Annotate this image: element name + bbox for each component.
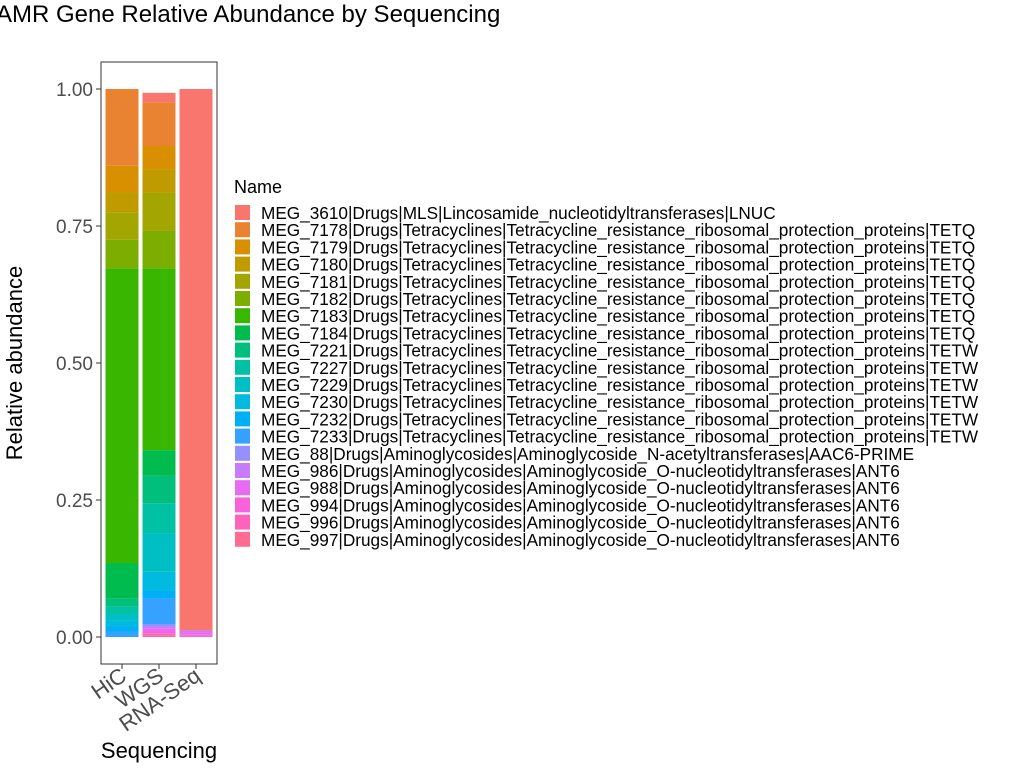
bar-segment: [142, 169, 176, 193]
legend: Name MEG_3610|Drugs|MLS|Lincosamide_nucl…: [234, 177, 979, 550]
legend-swatch: [235, 377, 250, 392]
chart-title: AMR Gene Relative Abundance by Sequencin…: [0, 1, 500, 28]
legend-swatch: [235, 514, 250, 530]
legend-label: MEG_7179|Drugs|Tetracyclines|Tetracyclin…: [261, 237, 975, 257]
bars-layer: [105, 89, 213, 637]
legend-label: MEG_7229|Drugs|Tetracyclines|Tetracyclin…: [261, 375, 979, 395]
legend-label: MEG_7232|Drugs|Tetracyclines|Tetracyclin…: [261, 409, 979, 429]
y-axis: 0.00 0.25 0.50 0.75 1.00: [56, 80, 101, 649]
bar-segment: [142, 230, 176, 269]
bar-segment: [142, 192, 176, 231]
y-axis-title: Relative abundance: [2, 266, 27, 460]
legend-swatch: [235, 411, 250, 427]
legend-swatch: [235, 428, 250, 444]
bar-segment: [105, 613, 139, 621]
legend-swatch: [235, 531, 250, 547]
bar-segment: [105, 89, 139, 166]
legend-label: MEG_996|Drugs|Aminoglycosides|Aminoglyco…: [261, 513, 900, 533]
legend-swatch: [235, 291, 250, 306]
legend-swatch: [235, 359, 250, 375]
bar-segment: [105, 626, 139, 632]
bar-segment: [105, 268, 139, 564]
legend-swatch: [235, 222, 250, 238]
x-axis-title: Sequencing: [101, 738, 217, 763]
legend-label: MEG_7221|Drugs|Tetracyclines|Tetracyclin…: [261, 341, 979, 361]
legend-swatch: [235, 480, 250, 496]
bar-segment: [105, 563, 139, 599]
legend-label: MEG_88|Drugs|Aminoglycosides|Aminoglycos…: [261, 444, 914, 464]
bar-segment: [105, 620, 139, 627]
bar-segment: [179, 632, 213, 635]
bar-segment: [105, 239, 139, 269]
bar-segment: [142, 102, 176, 146]
bar-segment: [142, 631, 176, 634]
bar-segment: [105, 165, 139, 193]
legend-swatch: [235, 325, 250, 341]
bar-segment: [105, 212, 139, 240]
legend-swatch: [235, 308, 250, 324]
bar-segment: [179, 634, 213, 636]
legend-swatch: [235, 239, 250, 255]
legend-label: MEG_7230|Drugs|Tetracyclines|Tetracyclin…: [261, 392, 979, 412]
bar-segment: [142, 92, 176, 103]
legend-swatch: [235, 205, 250, 220]
legend-swatch: [235, 445, 250, 461]
bar-segment: [179, 636, 213, 637]
bar-segment: [142, 268, 176, 451]
bar-segment: [142, 503, 176, 534]
bar-segment: [142, 626, 176, 629]
bar-segment: [142, 635, 176, 637]
legend-label: MEG_986|Drugs|Aminoglycosides|Aminoglyco…: [261, 461, 900, 481]
y-tick-label: 0.50: [56, 354, 93, 375]
legend-label: MEG_988|Drugs|Aminoglycosides|Aminoglyco…: [261, 478, 900, 498]
bar-segment: [105, 192, 139, 213]
bar-segment: [142, 475, 176, 504]
legend-swatch: [235, 256, 250, 272]
legend-label: MEG_7183|Drugs|Tetracyclines|Tetracyclin…: [261, 306, 975, 326]
y-tick-label: 0.00: [56, 628, 93, 649]
legend-label: MEG_7184|Drugs|Tetracyclines|Tetracyclin…: [261, 323, 975, 343]
bar-segment: [142, 450, 176, 476]
bar-segment: [142, 624, 176, 627]
bar-segment: [142, 590, 176, 599]
bar-segment: [105, 631, 139, 637]
legend-swatch: [235, 463, 250, 478]
y-tick-label: 1.00: [56, 80, 93, 101]
legend-label: MEG_7178|Drugs|Tetracyclines|Tetracyclin…: [261, 220, 975, 240]
bar-segment: [142, 628, 176, 632]
y-tick-label: 0.25: [56, 491, 93, 512]
legend-swatch: [235, 497, 250, 513]
bar-segment: [142, 145, 176, 170]
legend-label: MEG_3610|Drugs|MLS|Lincosamide_nucleotid…: [261, 203, 776, 223]
legend-label: MEG_7227|Drugs|Tetracyclines|Tetracyclin…: [261, 358, 979, 378]
bar-segment: [142, 533, 176, 572]
legend-label: MEG_997|Drugs|Aminoglycosides|Aminoglyco…: [261, 530, 900, 550]
bar-segment: [179, 630, 213, 633]
legend-swatch: [235, 273, 250, 289]
legend-label: MEG_7181|Drugs|Tetracyclines|Tetracyclin…: [261, 272, 975, 292]
legend-title: Name: [234, 177, 282, 197]
legend-label: MEG_7180|Drugs|Tetracyclines|Tetracyclin…: [261, 255, 975, 275]
legend-label: MEG_7182|Drugs|Tetracyclines|Tetracyclin…: [261, 289, 975, 309]
legend-label: MEG_7233|Drugs|Tetracyclines|Tetracyclin…: [261, 427, 979, 447]
bar-segment: [142, 571, 176, 591]
legend-swatch: [235, 342, 250, 358]
bar-segment: [105, 606, 139, 614]
bar-segment: [179, 635, 213, 637]
legend-swatch: [235, 394, 250, 410]
bar-segment: [142, 633, 176, 636]
legend-items: MEG_3610|Drugs|MLS|Lincosamide_nucleotid…: [235, 203, 979, 550]
legend-label: MEG_994|Drugs|Aminoglycosides|Aminoglyco…: [261, 495, 900, 515]
bar-segment: [179, 89, 213, 631]
bar-segment: [105, 598, 139, 607]
y-tick-label: 0.75: [56, 217, 93, 238]
bar-segment: [142, 598, 176, 625]
